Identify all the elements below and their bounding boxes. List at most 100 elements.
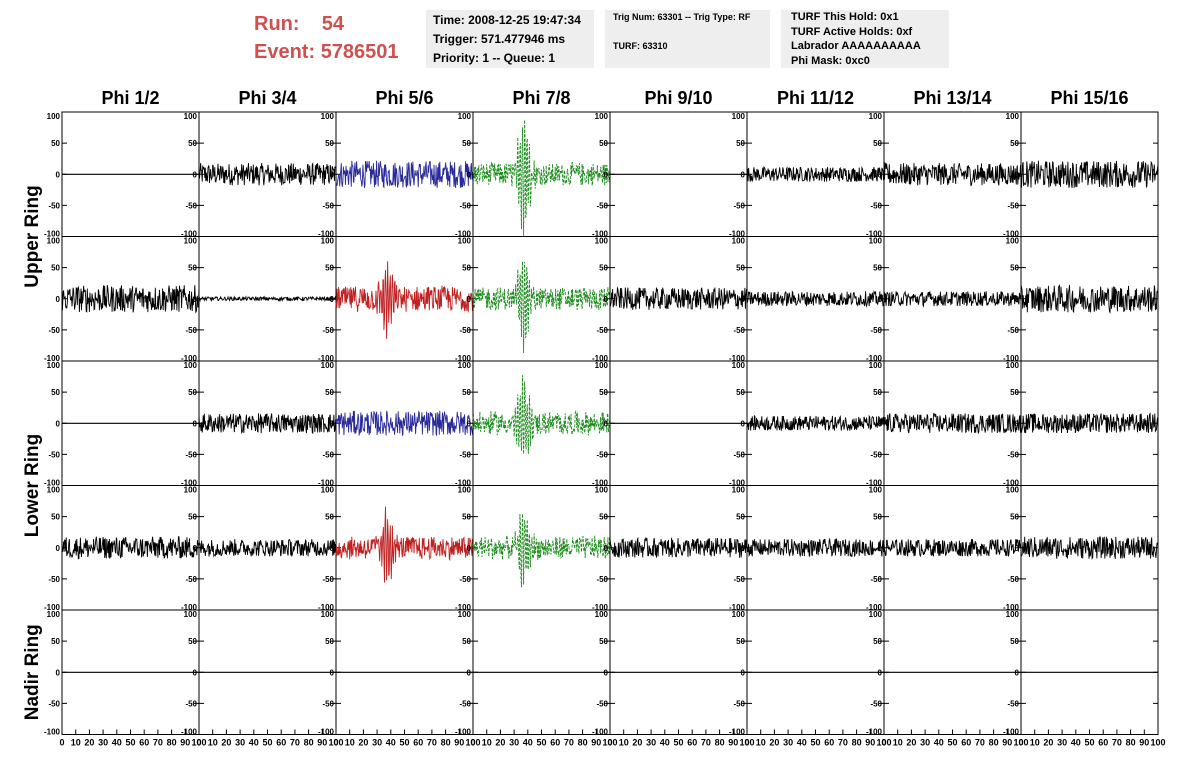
run-label: Run: bbox=[254, 13, 300, 35]
this-hold-text: TURF This Hold: 0x1 bbox=[791, 11, 899, 23]
x-tick-label: 30 bbox=[1057, 738, 1067, 748]
phi-mask-text: Phi Mask: 0xc0 bbox=[791, 54, 870, 67]
x-tick-label: 90 bbox=[180, 738, 190, 748]
y-tick-label: 0 bbox=[878, 668, 883, 677]
y-tick-label: -100 bbox=[1003, 230, 1020, 239]
y-tick-label: -100 bbox=[1003, 479, 1020, 488]
y-tick-label: 50 bbox=[51, 264, 60, 273]
x-tick-label: 10 bbox=[619, 738, 629, 748]
y-tick-label: 50 bbox=[599, 264, 608, 273]
x-tick-label: 90 bbox=[1139, 738, 1149, 748]
y-tick-label: 50 bbox=[873, 139, 882, 148]
y-tick-label: 50 bbox=[736, 264, 745, 273]
waveform-trace bbox=[746, 166, 885, 183]
panel-r1-c4: 100 50 0 -50 -100 bbox=[455, 111, 611, 239]
y-tick-label: 0 bbox=[604, 295, 609, 304]
y-tick-label: -50 bbox=[1007, 575, 1019, 584]
y-tick-label: -100 bbox=[44, 603, 61, 612]
y-tick-label: -50 bbox=[322, 450, 334, 459]
x-tick-label: 30 bbox=[783, 738, 793, 748]
y-tick-label: 50 bbox=[1010, 139, 1019, 148]
y-tick-label: 50 bbox=[1010, 388, 1019, 397]
waveform-trace bbox=[61, 285, 200, 314]
event-line: Event: 5786501 bbox=[254, 38, 399, 66]
y-tick-label: -50 bbox=[596, 575, 608, 584]
y-tick-label: -50 bbox=[185, 575, 197, 584]
y-tick-label: 0 bbox=[878, 544, 883, 553]
waveform-trace bbox=[472, 261, 611, 354]
x-tick-label: 80 bbox=[578, 738, 588, 748]
panel-r3-c2: 100 50 0 -50 -100 bbox=[181, 360, 337, 488]
panel-r1-c3: 100 50 0 -50 -100 bbox=[318, 111, 474, 239]
y-tick-label: -50 bbox=[596, 201, 608, 210]
waveform-trace bbox=[1020, 160, 1159, 188]
x-tick-label: 100 bbox=[1150, 738, 1165, 748]
waveform-trace bbox=[609, 286, 748, 310]
panel-r1-c5: 100 50 0 -50 -100 bbox=[592, 111, 748, 239]
time-trigger-info-box: Time: 2008-12-25 19:47:34 Trigger: 571.4… bbox=[426, 10, 594, 68]
y-tick-label: 50 bbox=[873, 637, 882, 646]
panel-r4-c8: 100 50 0 -50 -100 bbox=[1003, 485, 1159, 612]
y-tick-label: -100 bbox=[866, 354, 883, 363]
y-tick-label: -100 bbox=[455, 230, 472, 239]
y-tick-label: 0 bbox=[741, 419, 746, 428]
x-tick-label: 10 bbox=[345, 738, 355, 748]
y-tick-label: 100 bbox=[1006, 610, 1020, 619]
y-tick-label: -50 bbox=[1007, 699, 1019, 708]
y-tick-label: 100 bbox=[321, 237, 335, 246]
trig-num-text: Trig Num: 63301 -- Trig Type: RF bbox=[613, 12, 751, 22]
y-tick-label: 50 bbox=[1010, 637, 1019, 646]
x-tick-label: 100 bbox=[876, 738, 891, 748]
event-value: 5786501 bbox=[320, 41, 399, 63]
y-tick-label: 0 bbox=[741, 295, 746, 304]
x-tick-label: 0 bbox=[881, 738, 886, 748]
y-tick-label: 0 bbox=[330, 668, 335, 677]
x-tick-label: 10 bbox=[208, 738, 218, 748]
waveform-trace bbox=[335, 160, 474, 189]
y-tick-label: -50 bbox=[870, 326, 882, 335]
panel-r2-c8: 100 50 0 -50 -100 bbox=[1003, 236, 1159, 363]
waveform-trace bbox=[883, 290, 1022, 308]
panel-r4-c4: 100 50 0 -50 -100 bbox=[455, 485, 611, 612]
y-tick-label: -100 bbox=[181, 603, 198, 612]
y-tick-label: -100 bbox=[592, 603, 609, 612]
y-tick-label: -50 bbox=[870, 699, 882, 708]
y-tick-label: 50 bbox=[325, 637, 334, 646]
y-tick-label: 50 bbox=[188, 388, 197, 397]
y-tick-label: 0 bbox=[467, 295, 472, 304]
x-tick-label: 60 bbox=[139, 738, 149, 748]
y-tick-label: -50 bbox=[733, 699, 745, 708]
x-tick-label: 10 bbox=[893, 738, 903, 748]
x-tick-label: 40 bbox=[797, 738, 807, 748]
waveform-trace bbox=[883, 539, 1022, 558]
active-holds-text: TURF Active Holds: 0xf bbox=[791, 25, 913, 38]
x-tick-label: 20 bbox=[221, 738, 231, 748]
y-tick-label: -50 bbox=[185, 450, 197, 459]
y-tick-label: 0 bbox=[193, 419, 198, 428]
y-tick-label: -50 bbox=[596, 326, 608, 335]
y-tick-label: 50 bbox=[325, 264, 334, 273]
column-header-7: Phi 13/14 bbox=[913, 88, 991, 108]
x-tick-label: 40 bbox=[660, 738, 670, 748]
y-tick-label: 100 bbox=[595, 610, 609, 619]
y-tick-label: 0 bbox=[193, 295, 198, 304]
y-tick-label: 50 bbox=[599, 139, 608, 148]
waveform-trace bbox=[883, 413, 1022, 435]
y-tick-label: 0 bbox=[467, 170, 472, 179]
y-tick-label: 100 bbox=[869, 610, 883, 619]
y-tick-label: -100 bbox=[1003, 603, 1020, 612]
waveform-trace bbox=[883, 161, 1022, 187]
x-tick-label: 70 bbox=[975, 738, 985, 748]
x-tick-label: 80 bbox=[304, 738, 314, 748]
y-tick-label: 0 bbox=[604, 419, 609, 428]
y-tick-label: 0 bbox=[467, 544, 472, 553]
y-tick-label: -50 bbox=[322, 326, 334, 335]
y-tick-label: 100 bbox=[184, 112, 198, 121]
waveform-trace bbox=[198, 295, 337, 303]
y-tick-label: 50 bbox=[873, 513, 882, 522]
y-tick-label: -50 bbox=[48, 326, 60, 335]
y-tick-label: -100 bbox=[455, 603, 472, 612]
y-tick-label: 100 bbox=[47, 486, 61, 495]
panel-r4-c3: 100 50 0 -50 -100 bbox=[318, 485, 474, 612]
y-tick-label: 50 bbox=[462, 139, 471, 148]
